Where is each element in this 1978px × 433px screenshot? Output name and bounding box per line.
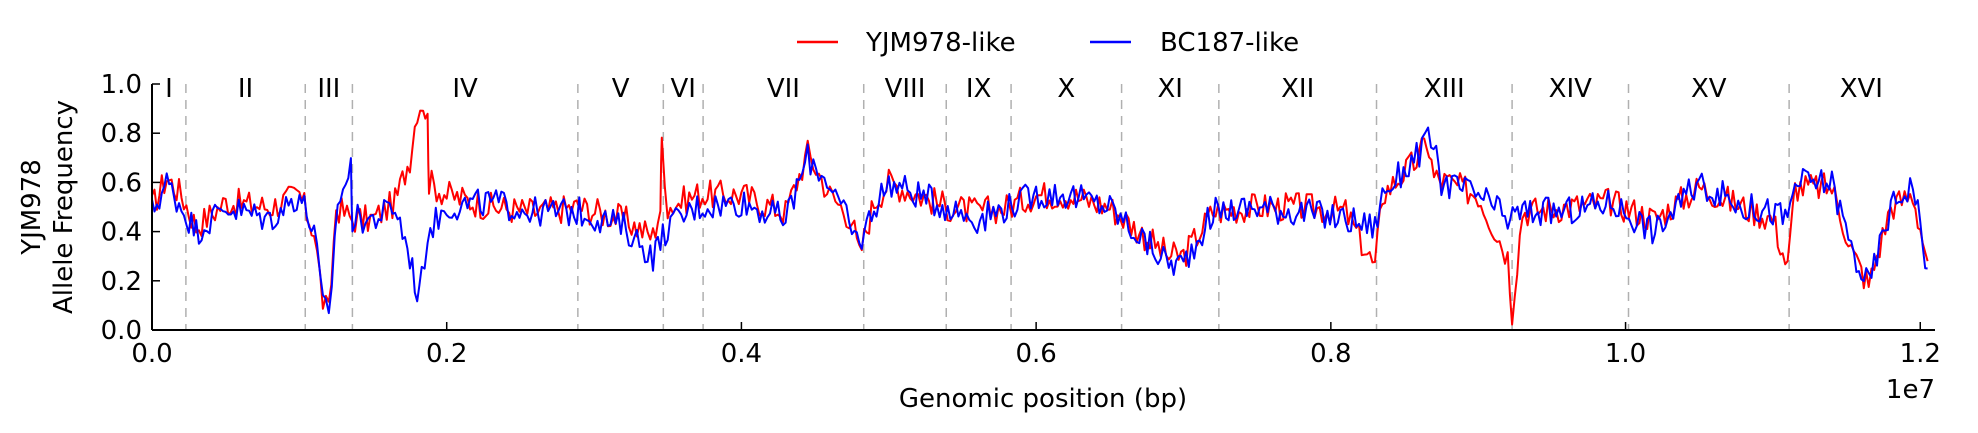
chromosome-label: X — [1057, 74, 1075, 104]
chromosome-label: IX — [966, 74, 991, 104]
chromosome-label: XIV — [1549, 74, 1592, 104]
legend: YJM978-like BC187-like — [797, 28, 1299, 58]
chromosome-labels: I II III IV V VI VII VIII IX X XI XII XIII XIV XV XVI — [165, 74, 1883, 104]
chromosome-label: XVI — [1840, 74, 1883, 104]
x-tick-label: 0.4 — [721, 339, 762, 369]
y-tick-label: 0.2 — [101, 267, 142, 297]
x-tick-label: 1.0 — [1605, 339, 1646, 369]
chromosome-label: VIII — [885, 74, 926, 104]
x-offset-label: 1e7 — [1886, 375, 1935, 405]
y-tick-label: 1.0 — [101, 70, 142, 100]
chromosome-label: XI — [1157, 74, 1182, 104]
legend-label-yjm978: YJM978-like — [865, 28, 1016, 58]
chromosome-boundaries — [185, 84, 1790, 330]
y-axis-label-line2: Allele Frequency — [49, 100, 79, 314]
chromosome-label: XII — [1281, 74, 1314, 104]
x-tick-label: 0.8 — [1310, 339, 1351, 369]
chromosome-label: VI — [670, 74, 695, 104]
chromosome-label: VII — [767, 74, 800, 104]
y-tick-label: 0.0 — [101, 316, 142, 346]
x-ticks: 0.0 0.2 0.4 0.6 0.8 1.0 1.2 — [131, 322, 1941, 369]
y-tick-label: 0.4 — [101, 218, 142, 248]
chromosome-label: II — [238, 74, 253, 104]
legend-label-bc187: BC187-like — [1160, 28, 1299, 58]
chromosome-label: III — [317, 74, 340, 104]
chromosome-label: V — [612, 74, 630, 104]
axes — [151, 84, 1935, 331]
x-tick-label: 1.2 — [1900, 339, 1941, 369]
y-tick-label: 0.6 — [101, 168, 142, 198]
x-axis-label: Genomic position (bp) — [899, 384, 1187, 414]
y-tick-label: 0.8 — [101, 119, 142, 149]
chromosome-label: IV — [452, 74, 478, 104]
x-tick-label: 0.0 — [131, 339, 172, 369]
chromosome-label: XV — [1691, 74, 1727, 104]
data-series — [151, 109, 1929, 326]
y-ticks: 0.0 0.2 0.4 0.6 0.8 1.0 — [101, 70, 160, 346]
chromosome-label: I — [165, 74, 173, 104]
x-tick-label: 0.6 — [1015, 339, 1056, 369]
x-tick-label: 0.2 — [426, 339, 467, 369]
y-axis-label-line1: YJM978 — [17, 159, 47, 256]
series-line-bc187 — [151, 126, 1928, 315]
chromosome-label: XIII — [1424, 74, 1465, 104]
